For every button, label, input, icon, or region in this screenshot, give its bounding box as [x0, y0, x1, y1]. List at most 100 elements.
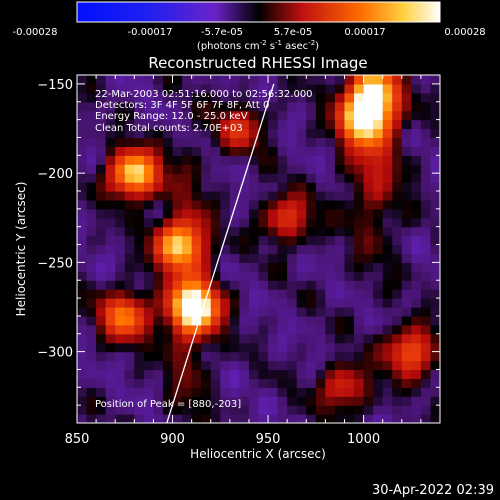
heatmap-cell — [382, 414, 393, 423]
heatmap-cell — [382, 396, 393, 406]
heatmap-cell — [373, 262, 384, 272]
heatmap-cell — [363, 191, 374, 201]
heatmap-cell — [210, 324, 221, 335]
heatmap-cell — [411, 119, 422, 130]
heatmap-cell — [124, 378, 135, 388]
heatmap-cell — [382, 298, 393, 308]
heatmap-cell — [325, 137, 336, 147]
heatmap-cell — [277, 199, 288, 210]
heatmap-cell — [96, 369, 107, 379]
heatmap-cell — [382, 289, 393, 299]
heatmap-cell — [143, 208, 155, 219]
heatmap-cell — [162, 101, 174, 112]
heatmap-cell — [392, 110, 403, 121]
heatmap-cell — [105, 235, 116, 246]
heatmap-cell — [172, 155, 183, 165]
heatmap-cell — [392, 280, 403, 290]
heatmap-cell — [306, 405, 317, 415]
heatmap-cell — [344, 378, 355, 388]
heatmap-cell — [229, 75, 240, 85]
heatmap-cell — [420, 110, 432, 121]
heatmap-cell — [315, 324, 326, 335]
heatmap-cell — [411, 351, 422, 362]
heatmap-cell — [401, 92, 412, 103]
heatmap-cell — [201, 378, 212, 388]
heatmap-cell — [191, 146, 202, 156]
heatmap-cell — [191, 101, 202, 112]
heatmap-cell — [96, 128, 107, 139]
heatmap-cell — [392, 342, 403, 353]
heatmap-cell — [105, 164, 116, 174]
heatmap-cell — [143, 226, 155, 237]
heatmap-cell — [277, 387, 288, 397]
heatmap-cell — [162, 307, 174, 317]
heatmap-cell — [411, 173, 422, 183]
heatmap-cell — [229, 146, 240, 156]
heatmap-cell — [220, 146, 231, 156]
heatmap-cell — [334, 351, 346, 362]
heatmap-cell — [124, 307, 135, 317]
heatmap-cell — [258, 137, 269, 147]
heatmap-cell — [96, 289, 107, 299]
heatmap-cell — [430, 208, 440, 219]
heatmap-cell — [191, 396, 202, 406]
heatmap-cell — [401, 217, 412, 228]
heatmap-cell — [306, 253, 317, 263]
heatmap-cell — [153, 369, 164, 379]
heatmap-cell — [392, 315, 403, 326]
heatmap-cell — [401, 128, 412, 139]
heatmap-cell — [220, 324, 231, 335]
heatmap-cell — [86, 369, 97, 379]
heatmap-cell — [105, 199, 116, 210]
heatmap-cell — [287, 75, 298, 85]
heatmap-cell — [248, 173, 260, 183]
heatmap-cell — [315, 378, 326, 388]
heatmap-cell — [143, 164, 155, 174]
heatmap-cell — [392, 199, 403, 210]
heatmap-cell — [373, 298, 384, 308]
heatmap-cell — [201, 342, 212, 353]
heatmap-cell — [268, 244, 279, 255]
heatmap-cell — [287, 307, 298, 317]
heatmap-cell — [134, 307, 145, 317]
heatmap-cell — [392, 244, 403, 255]
heatmap-cell — [220, 110, 231, 121]
heatmap-cell — [258, 235, 269, 246]
heatmap-cell — [306, 199, 317, 210]
heatmap-cell — [363, 253, 374, 263]
heatmap-cell — [124, 271, 135, 281]
heatmap-cell — [162, 92, 174, 103]
heatmap-cell — [354, 396, 365, 406]
heatmap-cell — [96, 164, 107, 174]
heatmap-cell — [182, 226, 193, 237]
heatmap-cell — [115, 360, 126, 371]
heatmap-cell — [143, 405, 155, 415]
heatmap-cell — [268, 92, 279, 103]
heatmap-cell — [306, 75, 317, 85]
heatmap-cell — [382, 155, 393, 165]
heatmap-cell — [344, 405, 355, 415]
heatmap-cell — [191, 83, 202, 94]
heatmap-cell — [344, 235, 355, 246]
heatmap-cell — [277, 208, 288, 219]
heatmap-cell — [124, 155, 135, 165]
heatmap-cell — [268, 182, 279, 192]
heatmap-cell — [373, 217, 384, 228]
heatmap-cell — [143, 333, 155, 344]
heatmap-cell — [229, 405, 240, 415]
heatmap-cell — [77, 244, 88, 255]
heatmap-cell — [182, 75, 193, 85]
heatmap-cell — [248, 405, 260, 415]
heatmap-cell — [420, 262, 432, 272]
heatmap-cell — [210, 137, 221, 147]
heatmap-cell — [382, 83, 393, 94]
heatmap-cell — [96, 235, 107, 246]
heatmap-cell — [239, 307, 250, 317]
heatmap-cell — [77, 253, 88, 263]
heatmap-cell — [248, 199, 260, 210]
heatmap-cell — [191, 262, 202, 272]
heatmap-cell — [411, 396, 422, 406]
heatmap-cell — [334, 244, 346, 255]
heatmap-cell — [354, 369, 365, 379]
heatmap-cell — [77, 351, 88, 362]
